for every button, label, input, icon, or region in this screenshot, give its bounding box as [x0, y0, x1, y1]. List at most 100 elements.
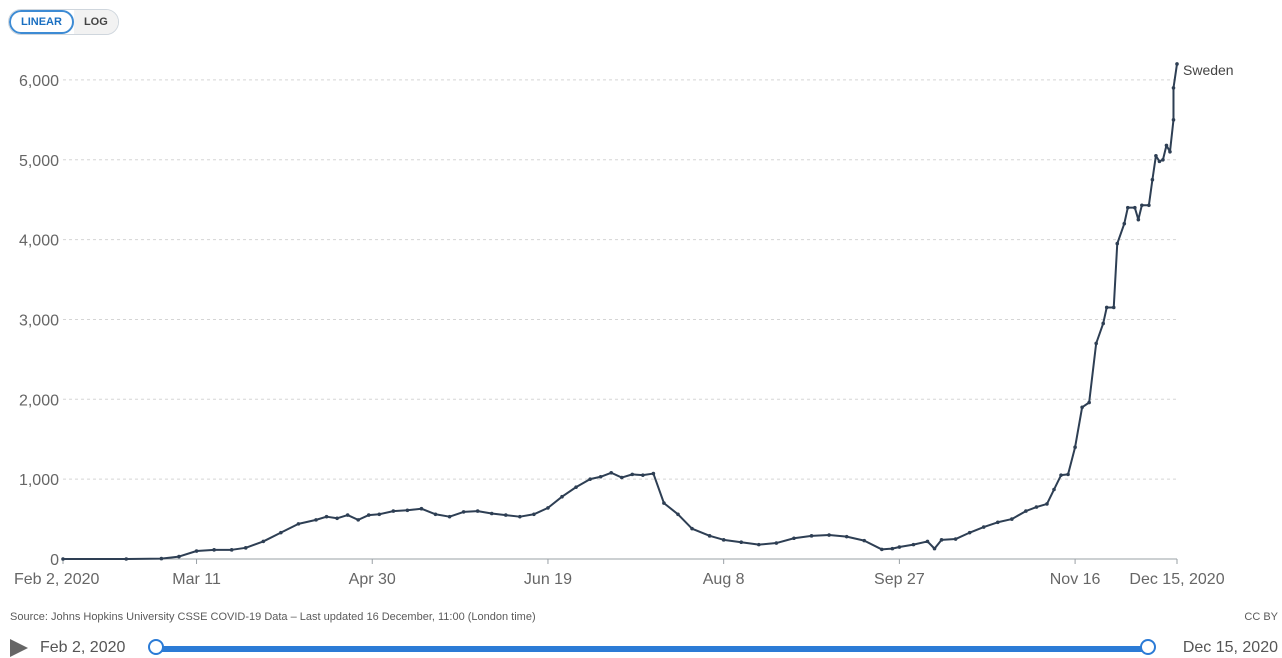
data-point[interactable]	[335, 516, 339, 521]
data-point[interactable]	[939, 538, 944, 542]
data-point[interactable]	[391, 509, 396, 513]
data-point[interactable]	[925, 539, 930, 544]
data-point[interactable]	[1147, 203, 1151, 208]
data-point[interactable]	[1175, 62, 1179, 66]
data-point[interactable]	[366, 513, 371, 517]
data-point[interactable]	[1122, 221, 1127, 226]
data-point[interactable]	[757, 542, 761, 547]
data-point[interactable]	[296, 522, 301, 526]
data-point[interactable]	[1034, 505, 1039, 509]
data-point[interactable]	[518, 514, 522, 519]
data-point[interactable]	[1111, 305, 1116, 310]
data-point[interactable]	[1059, 473, 1063, 477]
data-point[interactable]	[1126, 205, 1130, 210]
data-point[interactable]	[862, 538, 867, 543]
data-point[interactable]	[475, 509, 480, 513]
timeline-end-handle[interactable]	[1140, 639, 1156, 655]
data-point[interactable]	[1080, 405, 1084, 410]
data-point[interactable]	[619, 475, 624, 480]
data-point[interactable]	[981, 525, 986, 529]
data-point[interactable]	[177, 554, 181, 559]
data-point[interactable]	[377, 512, 382, 517]
data-point[interactable]	[630, 472, 635, 477]
data-point[interactable]	[1171, 86, 1176, 90]
data-point[interactable]	[651, 471, 656, 476]
log-scale-button[interactable]: LOG	[73, 10, 118, 34]
data-point[interactable]	[314, 518, 318, 522]
data-point[interactable]	[1171, 118, 1176, 122]
data-point[interactable]	[897, 545, 902, 549]
data-point[interactable]	[532, 512, 536, 517]
data-point[interactable]	[995, 520, 1000, 525]
data-point[interactable]	[229, 548, 234, 552]
data-point[interactable]	[1164, 143, 1169, 148]
data-point[interactable]	[1024, 509, 1028, 513]
data-point[interactable]	[447, 514, 452, 519]
data-point[interactable]	[1087, 400, 1091, 405]
data-point[interactable]	[1052, 487, 1056, 492]
data-point[interactable]	[405, 508, 410, 513]
data-point[interactable]	[911, 542, 916, 547]
data-point[interactable]	[690, 526, 694, 531]
data-point[interactable]	[967, 530, 972, 535]
data-point[interactable]	[1073, 445, 1077, 450]
data-point[interactable]	[345, 513, 350, 517]
data-point[interactable]	[844, 534, 849, 539]
data-point[interactable]	[324, 514, 329, 519]
data-point[interactable]	[1154, 153, 1158, 158]
data-point[interactable]	[707, 534, 712, 538]
data-point[interactable]	[880, 547, 884, 552]
timeline-end-label: Dec 15, 2020	[1182, 639, 1278, 656]
data-point[interactable]	[932, 546, 937, 551]
data-point[interactable]	[1010, 517, 1014, 521]
data-point[interactable]	[433, 512, 438, 517]
data-point[interactable]	[1140, 203, 1144, 208]
data-point[interactable]	[1133, 205, 1137, 210]
data-point[interactable]	[1104, 305, 1109, 310]
data-point[interactable]	[1136, 217, 1141, 222]
data-point[interactable]	[641, 473, 645, 477]
data-point[interactable]	[598, 474, 603, 479]
data-point[interactable]	[356, 518, 360, 522]
data-point[interactable]	[503, 513, 508, 517]
data-point[interactable]	[721, 538, 726, 542]
data-point[interactable]	[953, 537, 958, 541]
data-point[interactable]	[890, 546, 895, 551]
data-point[interactable]	[662, 501, 666, 505]
data-point[interactable]	[212, 548, 216, 552]
data-point[interactable]	[676, 512, 680, 517]
linear-scale-button[interactable]: LINEAR	[9, 10, 74, 34]
data-point[interactable]	[1045, 502, 1049, 506]
data-point[interactable]	[809, 534, 814, 538]
data-point[interactable]	[1115, 241, 1120, 246]
data-point[interactable]	[1150, 177, 1155, 182]
data-point[interactable]	[1101, 321, 1106, 326]
data-point[interactable]	[461, 510, 466, 514]
data-point[interactable]	[774, 541, 779, 545]
data-point[interactable]	[124, 557, 129, 561]
timeline-track[interactable]	[156, 646, 1148, 652]
play-icon[interactable]	[10, 639, 28, 657]
data-point[interactable]	[739, 540, 744, 545]
data-point[interactable]	[827, 533, 831, 537]
data-point[interactable]	[194, 549, 199, 553]
data-point[interactable]	[419, 506, 424, 511]
data-point[interactable]	[1094, 341, 1098, 346]
data-point[interactable]	[560, 494, 564, 499]
data-point[interactable]	[489, 511, 494, 516]
data-point[interactable]	[1161, 157, 1165, 162]
data-point[interactable]	[1066, 472, 1070, 477]
data-point[interactable]	[574, 485, 578, 489]
data-point[interactable]	[279, 530, 283, 535]
data-point[interactable]	[159, 556, 164, 561]
data-point[interactable]	[1168, 149, 1172, 154]
timeline-start-handle[interactable]	[148, 639, 164, 655]
data-point[interactable]	[261, 539, 266, 544]
data-point[interactable]	[61, 557, 65, 561]
data-point[interactable]	[588, 477, 592, 481]
data-point[interactable]	[609, 470, 614, 475]
data-point[interactable]	[1157, 159, 1162, 164]
data-point[interactable]	[546, 506, 550, 510]
data-point[interactable]	[243, 546, 248, 550]
data-point[interactable]	[792, 536, 796, 541]
